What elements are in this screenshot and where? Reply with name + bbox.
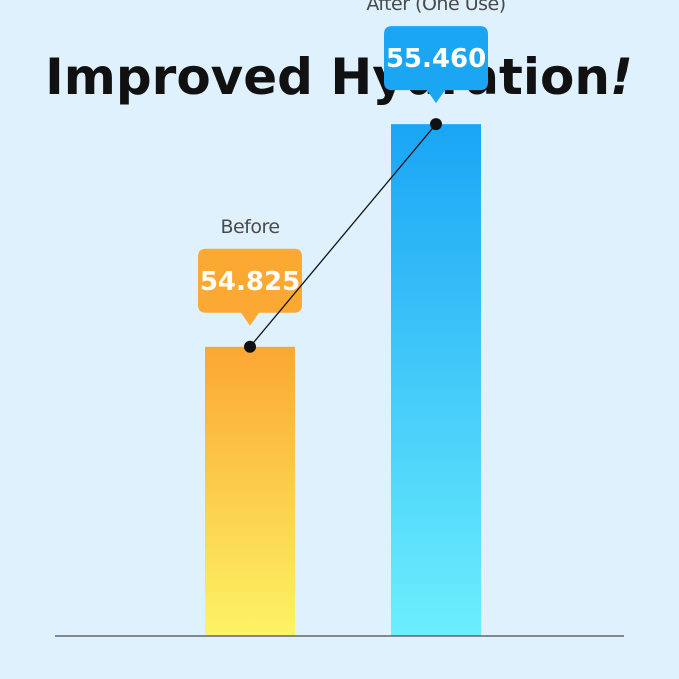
value-label-after: 55.460	[386, 44, 486, 74]
value-callout-after: 55.460	[384, 26, 488, 104]
data-point-after	[430, 118, 442, 131]
category-label-after: After (One Use)	[366, 0, 505, 15]
value-callout-before: 54.825	[198, 248, 302, 326]
chart-title: Improved Hydration!	[45, 48, 633, 106]
bar-before	[205, 346, 295, 636]
value-callout-bubble-before	[198, 248, 302, 326]
value-label-before: 54.825	[200, 267, 300, 297]
data-point-before	[244, 340, 256, 353]
category-labels-group: Before After (One Use)	[220, 0, 506, 238]
category-label-before: Before	[220, 216, 279, 238]
connector-group	[244, 118, 442, 353]
chart-title-main: Improved Hydration	[45, 48, 610, 106]
connector-line	[249, 123, 437, 348]
bars-group	[205, 124, 481, 636]
bar-after	[391, 124, 481, 636]
value-callout-bubble-after	[384, 26, 488, 104]
chart-title-exclamation: !	[610, 48, 633, 106]
value-callouts-group: 54.825 55.460	[198, 26, 488, 326]
